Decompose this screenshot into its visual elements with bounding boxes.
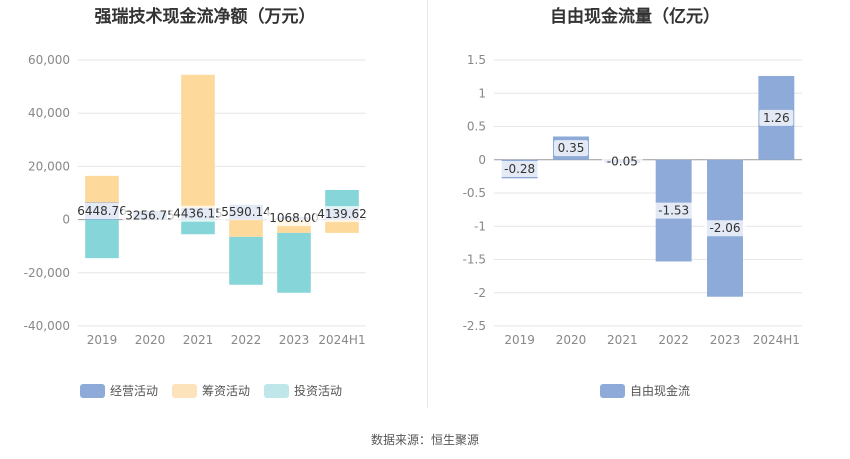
data-source: 数据来源：恒生聚源	[370, 433, 479, 447]
data-label: 3256.75	[125, 208, 175, 222]
bar-筹资活动	[325, 219, 359, 233]
x-tick-label: 2021	[183, 333, 214, 347]
data-label-bg	[554, 140, 588, 157]
y-tick-label: -2.5	[463, 319, 486, 333]
right-chart-title: 自由现金流量（亿元）	[550, 7, 720, 27]
data-label: -1.53	[658, 204, 689, 218]
legend-label-operating: 经营活动	[110, 384, 159, 398]
x-tick-label: 2023	[279, 333, 310, 347]
data-label-bg	[499, 161, 541, 178]
left-chart-title: 强瑞技术现金流净额（万元）	[94, 7, 316, 27]
y-tick-label: -40,000	[24, 319, 70, 333]
x-tick-label: 2019	[87, 333, 118, 347]
legend-label-financing: 筹资活动	[202, 384, 251, 398]
data-label: 4436.15	[173, 207, 223, 221]
legend-item-operating[interactable]: 经营活动	[80, 382, 158, 399]
y-tick-label: 1	[478, 86, 486, 100]
y-tick-label: -20,000	[24, 266, 70, 280]
legend-swatch-free-cash-flow	[600, 383, 625, 398]
y-tick-label: 20,000	[28, 159, 70, 173]
right-legend: 自由现金流	[600, 382, 690, 399]
x-tick-label: 2024H1	[318, 333, 365, 347]
data-label: -0.28	[504, 162, 535, 176]
data-label-bg	[314, 206, 370, 223]
y-tick-label: -1	[474, 219, 486, 233]
bar-投资活动	[181, 219, 215, 235]
x-tick-label: 2019	[504, 333, 535, 347]
x-tick-label: 2022	[658, 333, 689, 347]
y-tick-label: 0	[62, 213, 70, 227]
data-label-bg	[122, 207, 178, 224]
legend-item-investing[interactable]: 投资活动	[264, 382, 342, 399]
left-legend: 经营活动 筹资活动 投资活动	[80, 382, 342, 399]
bar-投资活动	[277, 232, 311, 293]
legend-label-free-cash-flow: 自由现金流	[630, 384, 691, 398]
y-tick-label: 0	[478, 153, 486, 167]
data-label: 0.35	[558, 141, 585, 155]
cash-flow-chart: -40,000 -20,000 0 20,000 40,000 60,000 2019 202…	[24, 53, 370, 347]
free-cash-flow-chart: -2.5 -2 -1.5 -1 -0.5 0 0.5 1 1.5 2019 2020 2021 2022…	[463, 53, 802, 347]
data-label: 1068.00	[269, 211, 319, 225]
data-label: 1.26	[763, 111, 790, 125]
y-tick-label: 60,000	[28, 53, 70, 67]
legend-item-free-cash-flow[interactable]: 自由现金流	[600, 382, 690, 399]
data-label-bg	[601, 153, 643, 170]
x-tick-label: 2020	[556, 333, 587, 347]
legend-label-investing: 投资活动	[294, 384, 343, 398]
y-tick-label: 1.5	[467, 53, 486, 67]
x-tick-label: 2024H1	[753, 333, 800, 347]
data-label: -2.06	[709, 221, 740, 235]
data-label: 5590.14	[221, 205, 271, 219]
x-tick-label: 2022	[231, 333, 262, 347]
y-tick-label: 40,000	[28, 106, 70, 120]
bar-投资活动	[325, 189, 359, 209]
data-label-bg	[759, 109, 794, 126]
data-label-bg	[653, 202, 695, 219]
x-tick-label: 2021	[607, 333, 638, 347]
y-tick-label: -2	[474, 286, 486, 300]
legend-swatch-investing	[264, 383, 290, 398]
data-label-bg	[74, 203, 130, 220]
data-label: 4139.62	[317, 207, 367, 221]
bar-投资活动	[85, 219, 119, 259]
bar-筹资活动	[85, 175, 119, 203]
data-label-bg	[170, 205, 226, 222]
legend-swatch-operating	[80, 383, 105, 398]
data-label-bg	[218, 204, 274, 221]
x-tick-label: 2023	[710, 333, 741, 347]
y-tick-label: -0.5	[463, 186, 486, 200]
bar-投资活动	[229, 236, 263, 285]
legend-item-financing[interactable]: 筹资活动	[172, 382, 250, 399]
data-label: -0.05	[607, 154, 638, 168]
legend-swatch-financing	[172, 383, 198, 398]
data-label-bg	[266, 210, 322, 227]
chart-divider	[427, 0, 428, 408]
data-label: 6448.76	[77, 204, 127, 218]
bar-筹资活动	[229, 219, 263, 237]
data-label-bg	[704, 220, 746, 237]
y-tick-label: 0.5	[467, 120, 486, 134]
y-tick-label: -1.5	[463, 253, 486, 267]
x-tick-label: 2020	[135, 333, 166, 347]
bar-筹资活动	[181, 74, 215, 208]
